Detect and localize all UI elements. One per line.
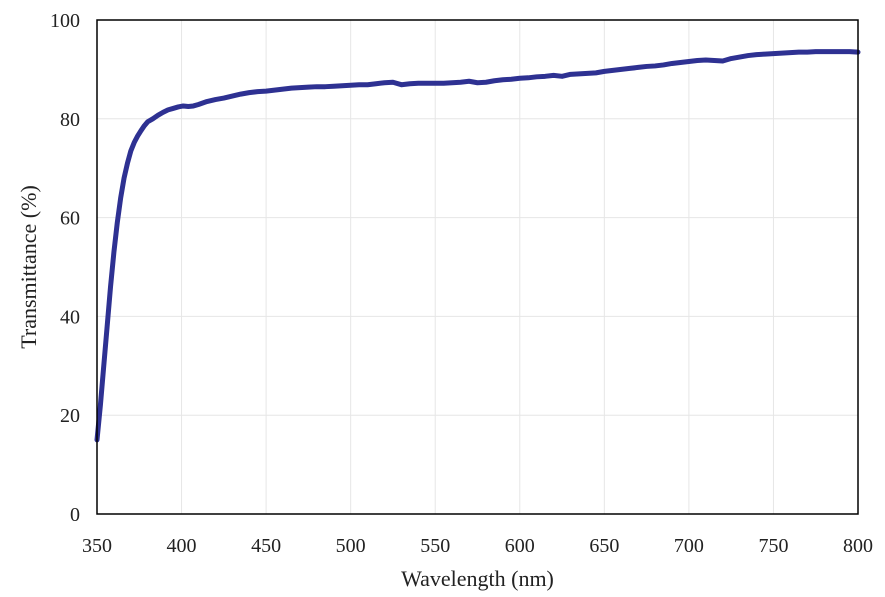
x-axis-title: Wavelength (nm) (401, 566, 554, 591)
x-tick-label: 550 (420, 535, 450, 557)
plot-area-frame (96, 19, 859, 515)
y-tick-label: 20 (60, 405, 80, 427)
y-tick-label: 100 (50, 10, 80, 32)
x-tick-label: 400 (167, 535, 197, 557)
x-tick-label: 450 (251, 535, 281, 557)
y-axis-title: Transmittance (%) (16, 185, 41, 349)
y-tick-label: 40 (60, 306, 80, 328)
y-tick-label: 60 (60, 208, 80, 230)
x-tick-label: 700 (674, 535, 704, 557)
x-tick-label: 350 (82, 535, 112, 557)
series-layer (94, 49, 861, 443)
transmittance-series-line (94, 49, 861, 443)
x-tick-label: 650 (589, 535, 619, 557)
y-tick-label: 80 (60, 109, 80, 131)
x-tick-label: 750 (758, 535, 788, 557)
grid-lines (97, 20, 858, 514)
x-tick-label: 800 (843, 535, 873, 557)
y-tick-label: 0 (70, 504, 80, 526)
x-tick-label: 600 (505, 535, 535, 557)
tick-labels: 350 400 450 500 550 600 650 700 750 800 0 20 40 60 80 1… (50, 10, 873, 557)
x-tick-label: 500 (336, 535, 366, 557)
